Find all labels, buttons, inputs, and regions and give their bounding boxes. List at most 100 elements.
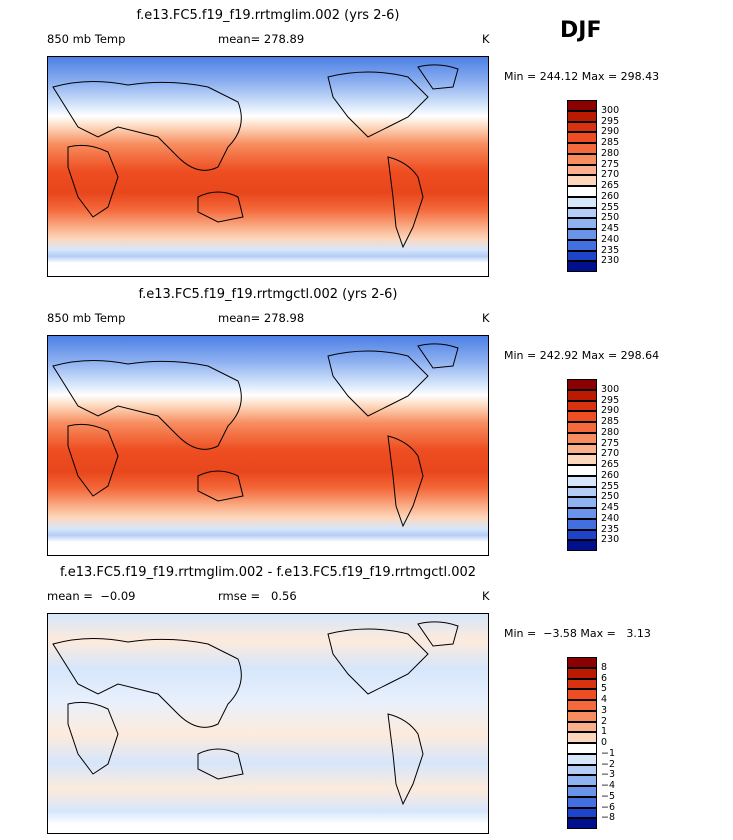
- colorbar-label: 8: [601, 661, 608, 673]
- colorbar-swatch: [567, 786, 597, 797]
- colorbar-swatch: [567, 175, 597, 186]
- colorbar-swatch: [567, 443, 597, 455]
- center-label: mean= 278.98: [218, 311, 305, 325]
- colorbar-swatch: [567, 261, 597, 272]
- colorbar-label: 275: [601, 158, 620, 170]
- colorbar-swatch: [567, 721, 597, 733]
- colorbar-label: 300: [601, 383, 620, 395]
- colorbar-label: 295: [601, 394, 620, 406]
- colorbar-swatch: [567, 710, 597, 722]
- colorbar-label: 235: [601, 523, 620, 535]
- min-max: Min = 244.12 Max = 298.43: [504, 70, 660, 83]
- colorbar-swatch: [567, 196, 597, 208]
- colorbar-swatch: [567, 764, 597, 776]
- colorbar-swatch: [567, 753, 597, 765]
- colorbar-label: 250: [601, 212, 620, 224]
- colorbar-label: −5: [601, 790, 616, 802]
- colorbar-swatch: [567, 667, 597, 679]
- panel-title: f.e13.FC5.f19_f19.rrtmglim.002 - f.e13.F…: [59, 565, 477, 580]
- colorbar-swatch: [567, 411, 597, 422]
- colorbar-label: −6: [601, 801, 616, 813]
- colorbar-label: 235: [601, 244, 620, 256]
- panel-title: f.e13.FC5.f19_f19.rrtmglim.002 (yrs 2-6): [136, 8, 400, 23]
- map: [47, 613, 489, 834]
- colorbar-label: 260: [601, 190, 620, 202]
- min-max: Min = −3.58 Max = 3.13: [504, 627, 651, 640]
- colorbar-swatch: [567, 143, 597, 154]
- map: [47, 56, 489, 277]
- colorbar-swatch: [567, 743, 597, 754]
- colorbar-swatch: [567, 121, 597, 133]
- colorbar-label: 290: [601, 405, 620, 417]
- colorbar-swatch: [567, 389, 597, 401]
- colorbar-label: 285: [601, 416, 620, 427]
- colorbar-label: 290: [601, 126, 620, 138]
- colorbar-label: −1: [601, 747, 616, 759]
- colorbar-swatch: [567, 529, 597, 541]
- colorbar-label: 270: [601, 169, 620, 181]
- min-max: Min = 242.92 Max = 298.64: [504, 349, 660, 362]
- colorbar-label: 300: [601, 104, 620, 116]
- units-label: K: [482, 589, 490, 603]
- colorbar-label: 285: [601, 137, 620, 148]
- colorbar-label: 3: [601, 704, 608, 716]
- map: [47, 335, 489, 556]
- colorbar-swatch: [567, 132, 597, 143]
- colorbar-swatch: [567, 186, 597, 197]
- colorbar-swatch: [567, 250, 597, 262]
- center-label: mean= 278.89: [218, 32, 305, 46]
- center-label: rmse = 0.56: [218, 589, 297, 603]
- colorbar-label: −4: [601, 780, 616, 791]
- colorbar-label: 240: [601, 233, 620, 245]
- colorbar-swatch: [567, 239, 597, 251]
- colorbar-swatch: [567, 508, 597, 519]
- units-label: K: [482, 32, 490, 46]
- colorbar-label: 270: [601, 448, 620, 460]
- colorbar-swatch: [567, 454, 597, 465]
- colorbar-label: 260: [601, 469, 620, 481]
- colorbar-label: 280: [601, 147, 620, 159]
- colorbar-swatch: [567, 657, 597, 668]
- colorbar-label: 275: [601, 437, 620, 449]
- colorbar-swatch: [567, 465, 597, 476]
- colorbar-swatch: [567, 110, 597, 122]
- left-label: 850 mb Temp: [47, 311, 126, 325]
- colorbar-label: 265: [601, 459, 620, 470]
- colorbar-swatch: [567, 775, 597, 786]
- colorbar-swatch: [567, 732, 597, 743]
- season-label: DJF: [560, 18, 602, 43]
- colorbar-label: 280: [601, 426, 620, 438]
- colorbar-swatch: [567, 689, 597, 700]
- colorbar-swatch: [567, 153, 597, 165]
- coastlines: [52, 64, 459, 249]
- left-label: 850 mb Temp: [47, 32, 126, 46]
- colorbar-swatch: [567, 207, 597, 219]
- colorbar-label: −2: [601, 758, 616, 770]
- colorbar-label: −8: [601, 812, 616, 824]
- colorbar-swatch: [567, 700, 597, 711]
- colorbar-label: 255: [601, 201, 620, 213]
- colorbar-label: 6: [601, 672, 608, 684]
- left-label: mean = −0.09: [47, 589, 136, 603]
- units-label: K: [482, 311, 490, 325]
- colorbar-swatch: [567, 818, 597, 829]
- colorbar-label: 245: [601, 502, 620, 513]
- coastlines: [52, 621, 459, 806]
- colorbar-swatch: [567, 486, 597, 498]
- panel-title: f.e13.FC5.f19_f19.rrtmgctl.002 (yrs 2-6): [138, 287, 398, 302]
- colorbar-label: −3: [601, 769, 616, 781]
- colorbar-label: 245: [601, 223, 620, 234]
- colorbar-label: 230: [601, 255, 620, 267]
- colorbar-swatch: [567, 164, 597, 176]
- colorbar-label: 295: [601, 115, 620, 127]
- colorbar-swatch: [567, 497, 597, 508]
- colorbar-swatch: [567, 432, 597, 444]
- colorbar-swatch: [567, 422, 597, 433]
- colorbar-swatch: [567, 379, 597, 390]
- colorbar-swatch: [567, 218, 597, 229]
- colorbar-label: 0: [601, 737, 608, 748]
- colorbar-swatch: [567, 400, 597, 412]
- colorbar-label: 250: [601, 491, 620, 503]
- colorbar-label: 1: [601, 726, 608, 738]
- colorbar-swatch: [567, 100, 597, 111]
